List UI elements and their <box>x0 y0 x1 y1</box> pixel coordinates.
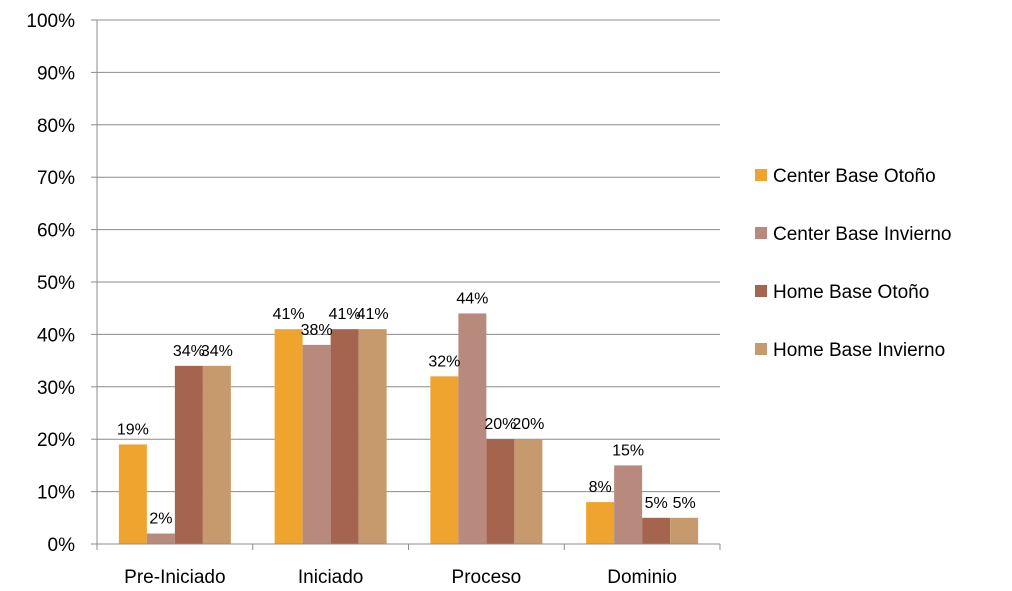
data-label: 44% <box>456 290 488 307</box>
data-label: 41% <box>329 306 361 323</box>
x-category-label: Proceso <box>452 567 522 588</box>
data-label: 38% <box>301 322 333 339</box>
y-axis-ticks: 0% 10% 20% 30% 40% 50% 60% 70% 80% 90% 100% <box>26 11 97 556</box>
data-label: 15% <box>612 442 644 459</box>
legend-label: Home Base Otoño <box>773 282 929 303</box>
bars <box>118 313 699 544</box>
bar <box>642 517 671 544</box>
bar <box>486 439 515 544</box>
y-tick-label: 50% <box>37 273 75 294</box>
bar <box>614 465 643 544</box>
data-label: 20% <box>484 416 516 433</box>
data-label: 2% <box>149 511 172 528</box>
legend-label: Center Base Otoño <box>773 166 936 187</box>
y-tick-label: 90% <box>37 63 75 84</box>
bar <box>118 444 147 544</box>
data-label: 34% <box>173 343 205 360</box>
bar <box>358 329 387 544</box>
data-label: 20% <box>512 416 544 433</box>
data-label: 5% <box>673 495 696 512</box>
x-axis-categories: Pre-Iniciado Iniciado Proceso Dominio <box>124 567 677 588</box>
y-tick-label: 80% <box>37 116 75 137</box>
bar <box>274 329 303 544</box>
bar <box>302 344 331 544</box>
legend-swatch <box>755 343 767 355</box>
y-tick-label: 40% <box>37 325 75 346</box>
bar <box>514 439 543 544</box>
data-label: 5% <box>645 495 668 512</box>
legend-swatch <box>755 169 767 181</box>
legend-label: Center Base Invierno <box>773 224 952 245</box>
x-category-label: Iniciado <box>298 567 364 588</box>
bar <box>202 365 231 544</box>
x-category-label: Pre-Iniciado <box>124 567 225 588</box>
data-label: 41% <box>357 306 389 323</box>
y-tick-label: 70% <box>37 168 75 189</box>
bar <box>330 329 359 544</box>
bar <box>670 517 699 544</box>
legend-swatch <box>755 227 767 239</box>
y-tick-label: 0% <box>48 535 76 556</box>
bar <box>174 365 203 544</box>
bar <box>586 502 615 544</box>
data-label: 19% <box>117 421 149 438</box>
y-tick-label: 20% <box>37 430 75 451</box>
bar <box>146 533 175 544</box>
y-tick-label: 30% <box>37 378 75 399</box>
data-label: 41% <box>273 306 305 323</box>
data-labels: 19%2%34%34%41%38%41%41%32%44%20%20%8%15%… <box>117 290 696 527</box>
legend-swatch <box>755 285 767 297</box>
legend-label: Home Base Invierno <box>773 340 945 361</box>
axes <box>96 20 721 550</box>
bar <box>458 313 487 544</box>
bar <box>430 376 459 544</box>
y-tick-label: 100% <box>26 11 75 32</box>
y-tick-label: 60% <box>37 221 75 242</box>
data-label: 32% <box>428 353 460 370</box>
data-label: 8% <box>589 479 612 496</box>
x-category-label: Dominio <box>607 567 677 588</box>
y-tick-label: 10% <box>37 483 75 504</box>
legend: Center Base Otoño Center Base Invierno Hom… <box>755 166 952 361</box>
data-label: 34% <box>201 343 233 360</box>
